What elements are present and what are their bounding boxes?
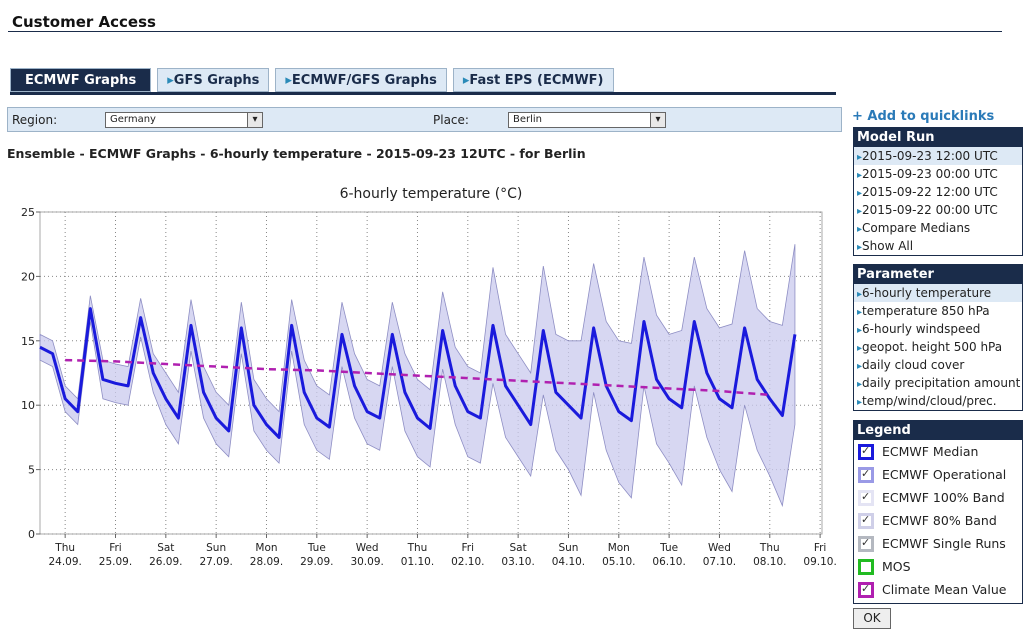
- region-label: Region:: [12, 113, 58, 127]
- legend-item[interactable]: Climate Mean Value: [854, 578, 1022, 601]
- parameter-box: Parameter 6-hourly temperaturetemperatur…: [853, 264, 1023, 411]
- legend-label: ECMWF Single Runs: [882, 536, 1006, 551]
- median-line: [39, 307, 797, 439]
- tab-rule: [10, 92, 836, 95]
- menu-item[interactable]: geopot. height 500 hPa: [854, 338, 1022, 356]
- y-tick-label: 15: [21, 335, 35, 348]
- legend-checkbox[interactable]: [858, 535, 874, 552]
- y-tick-label: 0: [28, 528, 35, 541]
- menu-item[interactable]: Compare Medians: [854, 219, 1022, 237]
- legend-checkbox[interactable]: [858, 489, 874, 506]
- x-tick-label: Sat 26.09.: [149, 542, 183, 568]
- y-tick-label: 5: [28, 464, 35, 477]
- legend-box: Legend ECMWF Median ECMWF Operational ECMW…: [853, 420, 1023, 604]
- tab[interactable]: ECMWF/GFS Graphs: [275, 68, 447, 92]
- tabs: ECMWF GraphsGFS GraphsECMWF/GFS GraphsFa…: [10, 68, 614, 92]
- x-tick-label: Sun 27.09.: [199, 542, 233, 568]
- legend-label: MOS: [882, 559, 911, 574]
- x-tick-label: Mon 05.10.: [602, 542, 636, 568]
- x-tick-label: Tue 29.09.: [300, 542, 334, 568]
- menu-item[interactable]: daily precipitation amount: [854, 374, 1022, 392]
- tab[interactable]: ECMWF Graphs: [10, 68, 152, 92]
- title-rule: [8, 31, 1002, 32]
- tab[interactable]: Fast EPS (ECMWF): [452, 68, 614, 92]
- ensemble-band: [39, 244, 796, 508]
- x-tick-label: Thu 01.10.: [400, 542, 435, 568]
- x-tick-label: Thu 08.10.: [753, 542, 787, 568]
- climate-mean-line: [65, 358, 770, 397]
- x-tick-label: Sat 03.10.: [501, 542, 535, 568]
- legend-label: ECMWF 80% Band: [882, 513, 997, 528]
- x-tick-label: Wed 30.09.: [350, 542, 384, 568]
- x-tick-label: Fri 09.10.: [803, 542, 837, 568]
- legend-checkbox[interactable]: [858, 443, 874, 460]
- place-label: Place:: [433, 113, 469, 127]
- menu-item[interactable]: 2015-09-22 00:00 UTC: [854, 201, 1022, 219]
- x-tick-label: Thu 24.09.: [48, 542, 82, 568]
- menu-item[interactable]: 6-hourly temperature: [854, 284, 1022, 302]
- x-tick-label: Wed 07.10.: [702, 542, 737, 568]
- y-tick-label: 25: [21, 206, 35, 219]
- menu-item[interactable]: Show All: [854, 237, 1022, 255]
- menu-item[interactable]: 6-hourly windspeed: [854, 320, 1022, 338]
- heading: Ensemble - ECMWF Graphs - 6-hourly tempe…: [7, 146, 586, 161]
- menu-item[interactable]: temp/wind/cloud/prec.: [854, 392, 1022, 410]
- x-tick-label: Sun 04.10.: [551, 542, 586, 568]
- tab[interactable]: GFS Graphs: [157, 68, 270, 92]
- menu-item[interactable]: daily cloud cover: [854, 356, 1022, 374]
- legend-item[interactable]: ECMWF 100% Band: [854, 486, 1022, 509]
- x-tick-label: Tue 06.10.: [652, 542, 686, 568]
- legend-item[interactable]: ECMWF 80% Band: [854, 509, 1022, 532]
- chart: 6-hourly temperature (°C) 0 5 10 15 20 25: [21, 186, 823, 541]
- legend-item[interactable]: ECMWF Median: [854, 440, 1022, 463]
- x-tick-label: Mon 28.09.: [249, 542, 284, 568]
- chart-title: 6-hourly temperature (°C): [340, 186, 523, 202]
- box-title: Parameter: [854, 265, 1022, 284]
- legend-item[interactable]: ECMWF Single Runs: [854, 532, 1022, 555]
- x-tick-label: Fri 25.09.: [98, 542, 133, 568]
- menu-item[interactable]: 2015-09-23 00:00 UTC: [854, 165, 1022, 183]
- legend-label: ECMWF 100% Band: [882, 490, 1005, 505]
- y-tick-label: 20: [21, 270, 35, 283]
- menu-item[interactable]: temperature 850 hPa: [854, 302, 1022, 320]
- legend-checkbox[interactable]: [858, 466, 874, 483]
- legend-item[interactable]: MOS: [854, 555, 1022, 578]
- legend-label: ECMWF Median: [882, 444, 979, 459]
- model-run-box: Model Run 2015-09-23 12:00 UTC2015-09-23…: [853, 127, 1023, 256]
- legend-item[interactable]: ECMWF Operational: [854, 463, 1022, 486]
- legend-label: ECMWF Operational: [882, 467, 1007, 482]
- page-title: Customer Access: [12, 13, 156, 31]
- y-tick-label: 10: [21, 399, 35, 412]
- menu-item[interactable]: 2015-09-22 12:00 UTC: [854, 183, 1022, 201]
- x-tick-label: Fri 02.10.: [451, 542, 485, 568]
- box-title: Legend: [854, 421, 1022, 440]
- box-title: Model Run: [854, 128, 1022, 147]
- ok-button[interactable]: OK: [853, 608, 891, 629]
- place-select[interactable]: Berlin: [508, 112, 666, 128]
- quicklinks[interactable]: + Add to quicklinks: [852, 109, 995, 124]
- menu-item[interactable]: 2015-09-23 12:00 UTC: [854, 147, 1022, 165]
- legend-checkbox[interactable]: [858, 581, 874, 598]
- region-select[interactable]: Germany: [105, 112, 263, 128]
- legend-label: Climate Mean Value: [882, 582, 1007, 597]
- legend-checkbox[interactable]: [858, 558, 874, 575]
- filter-bar: Region: Germany Place: Berlin: [7, 107, 842, 132]
- legend-checkbox[interactable]: [858, 512, 874, 529]
